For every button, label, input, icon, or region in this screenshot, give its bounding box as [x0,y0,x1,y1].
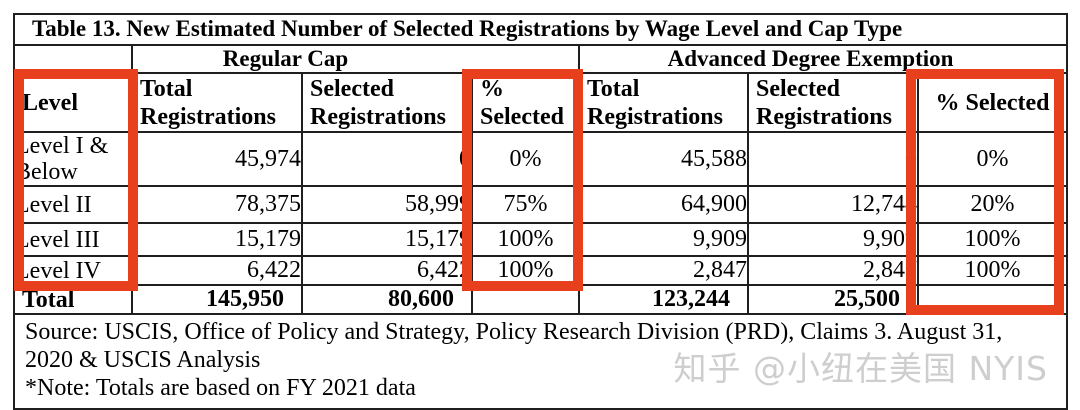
reg-total-cell: 145,950 [131,284,303,315]
level-cell: Level II [13,185,133,224]
column-header-row: Level Total Registrations Selected Regis… [13,72,1069,133]
col-header-reg-pct-selected: % Selected [471,72,580,133]
adv-total-cell: 64,900 [578,185,749,224]
reg-total-cell: 6,422 [131,255,303,286]
group-header-row: Regular Cap Advanced Degree Exemption [13,44,1069,74]
level-cell: Level IV [13,255,133,286]
reg-pct-cell: 75% [471,185,580,224]
adv-selected-cell: 0 [747,131,919,187]
source-note-row: Source: USCIS, Office of Policy and Stra… [12,313,1069,410]
col-header-adv-total-registrations: Total Registrations [578,72,749,133]
adv-pct-cell: 0% [916,131,1069,187]
annotation-box-regular-pct-selected [462,69,583,291]
adv-pct-cell: 100% [916,255,1069,286]
reg-pct-cell: 100% [471,255,580,286]
annotation-box-level-column [14,69,138,291]
reg-selected-cell: 0 [301,131,473,187]
adv-selected-cell: 12,744 [747,185,919,224]
watermark: 知乎 @小纽在美国 NYIS [673,349,1048,388]
col-header-adv-pct-selected: % Selected [916,72,1069,133]
adv-total-cell: 2,847 [578,255,749,286]
title-row: Table 13. New Estimated Number of Select… [12,13,1069,46]
reg-selected-cell: 80,600 [301,284,473,315]
adv-pct-cell: 100% [916,222,1069,257]
source-line-2: 2020 & USCIS Analysis [25,347,261,373]
adv-selected-cell: 9,909 [747,222,919,257]
reg-pct-cell: 100% [471,222,580,257]
table-row-level-1-below: Level I & Below 45,974 0 0% 45,588 0 0% [13,131,1069,187]
col-header-level: Level [13,72,133,133]
adv-selected-cell: 25,500 [747,284,919,315]
reg-total-cell: 45,974 [131,131,303,187]
reg-selected-cell: 15,179 [301,222,473,257]
source-note-cell: Source: USCIS, Office of Policy and Stra… [12,313,1069,410]
reg-selected-cell: 58,999 [301,185,473,224]
source-line-1: Source: USCIS, Office of Policy and Stra… [25,319,1003,345]
table-row-level-3: Level III 15,179 15,179 100% 9,909 9,909… [13,222,1069,257]
reg-total-cell: 15,179 [131,222,303,257]
level-cell: Level III [13,222,133,257]
col-header-adv-selected-registrations: Selected Registrations [747,72,919,133]
reg-pct-cell: 0% [471,131,580,187]
adv-total-cell: 9,909 [578,222,749,257]
reg-total-cell: 78,375 [131,185,303,224]
level-cell: Level I & Below [13,131,133,187]
reg-selected-cell: 6,422 [301,255,473,286]
col-header-reg-selected-registrations: Selected Registrations [301,72,473,133]
table-row-level-2: Level II 78,375 58,999 75% 64,900 12,744… [13,185,1069,224]
adv-selected-cell: 2,847 [747,255,919,286]
group-header-advanced-degree: Advanced Degree Exemption [577,44,1069,74]
adv-total-cell: 123,244 [578,284,749,315]
note-line: *Note: Totals are based on FY 2021 data [25,375,416,401]
annotation-box-advanced-pct-selected [906,69,1064,315]
adv-pct-cell: 20% [916,185,1069,224]
table-title: Table 13. New Estimated Number of Select… [12,13,1069,46]
table-row-level-4: Level IV 6,422 6,422 100% 2,847 2,847 10… [13,255,1069,286]
adv-total-cell: 45,588 [578,131,749,187]
col-header-reg-total-registrations: Total Registrations [131,72,303,133]
